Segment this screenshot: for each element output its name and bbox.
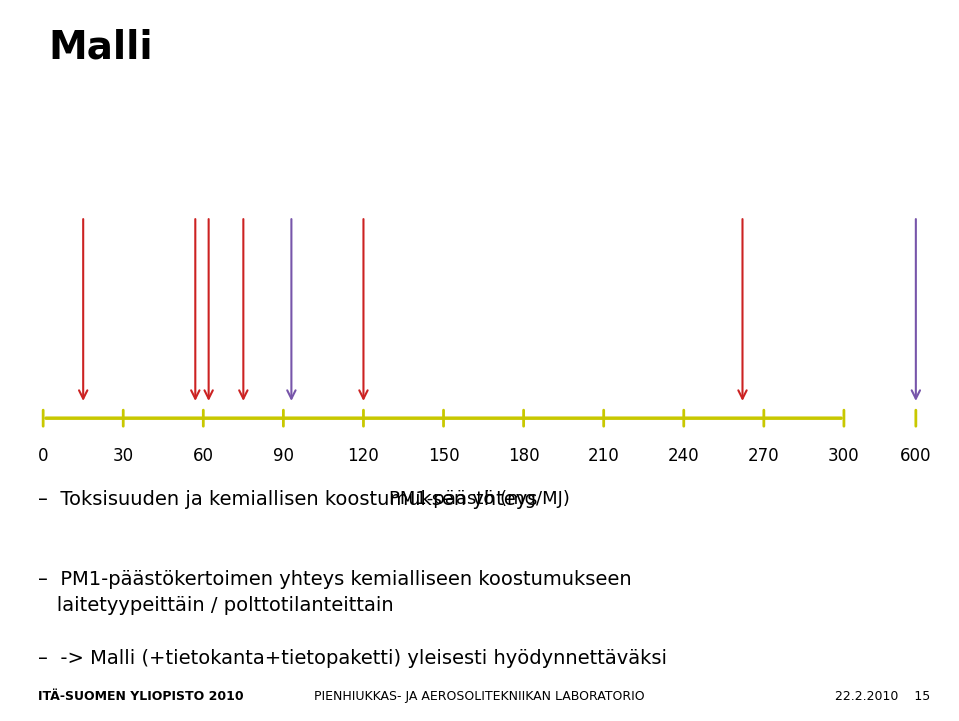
Text: 120: 120 — [347, 447, 380, 465]
Text: –  -> Malli (+tietokanta+tietopaketti) yleisesti hyödynnettäväksi: – -> Malli (+tietokanta+tietopaketti) yl… — [38, 649, 667, 668]
Text: PM1-päästö (mg/MJ): PM1-päästö (mg/MJ) — [389, 490, 570, 508]
Text: 210: 210 — [588, 447, 620, 465]
Text: 600: 600 — [901, 447, 931, 465]
Text: –  Toksisuuden ja kemiallisen koostumuksen yhteys: – Toksisuuden ja kemiallisen koostumukse… — [38, 490, 538, 509]
Text: 300: 300 — [829, 447, 859, 465]
Text: ITÄ-SUOMEN YLIOPISTO 2010: ITÄ-SUOMEN YLIOPISTO 2010 — [38, 690, 244, 703]
Text: 90: 90 — [273, 447, 293, 465]
Text: 180: 180 — [508, 447, 539, 465]
Text: 30: 30 — [112, 447, 134, 465]
Text: 240: 240 — [668, 447, 699, 465]
Text: 270: 270 — [748, 447, 780, 465]
Text: PIENHIUKKAS- JA AEROSOLITEKNIIKAN LABORATORIO: PIENHIUKKAS- JA AEROSOLITEKNIIKAN LABORA… — [315, 690, 644, 703]
Text: 60: 60 — [193, 447, 214, 465]
Text: 150: 150 — [428, 447, 459, 465]
Text: 0: 0 — [38, 447, 48, 465]
Text: 22.2.2010    15: 22.2.2010 15 — [835, 690, 930, 703]
Text: –  PM1-päästökertoimen yhteys kemialliseen koostumukseen
   laitetyypeittäin / p: – PM1-päästökertoimen yhteys kemiallisee… — [38, 570, 632, 615]
Text: Malli: Malli — [48, 29, 152, 67]
